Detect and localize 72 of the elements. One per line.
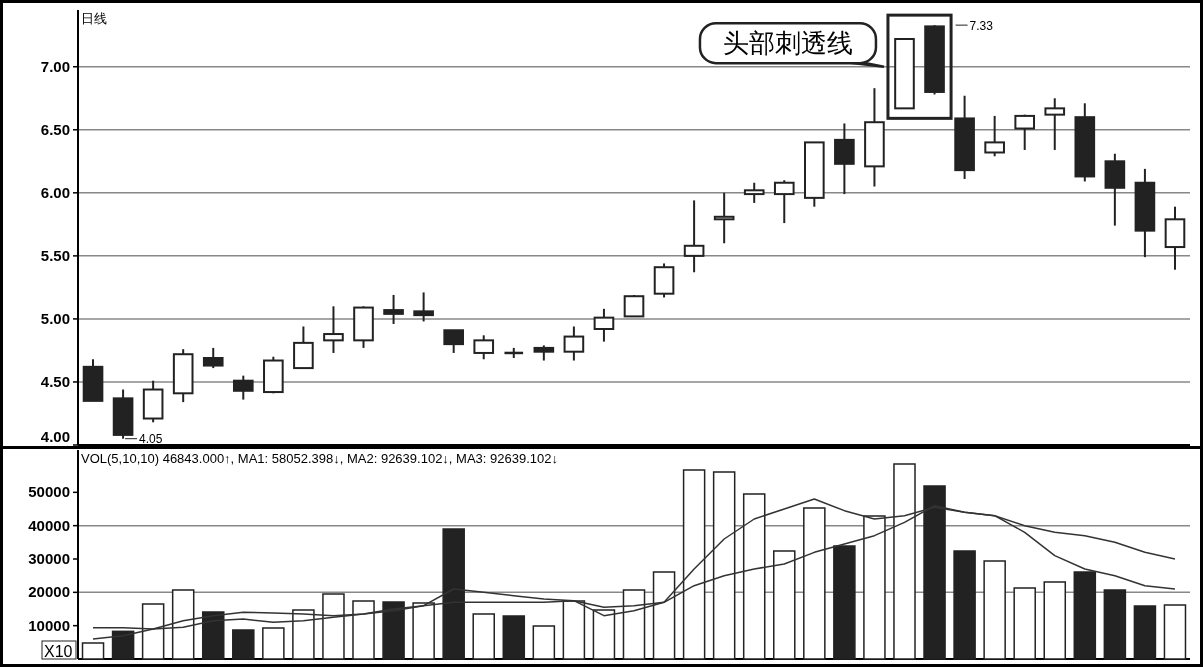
bar — [562, 600, 586, 660]
candlestick — [1014, 113, 1036, 151]
bar — [502, 615, 526, 660]
bar — [1163, 604, 1187, 660]
y-tick-label: 4.50 — [40, 372, 70, 390]
bar — [773, 550, 796, 660]
candlestick — [473, 334, 495, 361]
candlestick — [834, 122, 855, 196]
candlestick — [563, 325, 585, 362]
bar — [472, 613, 495, 660]
bar — [352, 600, 375, 660]
chart-title: 日线 — [81, 11, 107, 26]
bar — [953, 550, 976, 660]
candlestick — [683, 199, 705, 274]
annotation: 头部刺透线 — [722, 29, 853, 59]
bar — [1103, 589, 1127, 660]
bar — [833, 545, 856, 660]
y-tick-label: 6.50 — [40, 120, 70, 138]
candlestick — [773, 179, 795, 225]
bar — [382, 601, 405, 660]
bar — [863, 515, 886, 660]
bar — [592, 609, 616, 660]
candlestick — [984, 114, 1005, 158]
bar — [81, 642, 105, 660]
candlestick — [443, 329, 464, 354]
text: X10 — [44, 643, 73, 660]
bar — [1133, 605, 1157, 660]
candlestick — [323, 305, 344, 354]
bar — [292, 609, 315, 660]
candlestick — [1044, 97, 1066, 151]
bar — [1013, 587, 1036, 660]
y-tick-label: 5.50 — [40, 246, 70, 264]
candlestick — [413, 291, 434, 323]
bar — [742, 493, 766, 660]
bar — [171, 589, 195, 660]
candlestick — [743, 181, 765, 204]
bar — [983, 560, 1006, 660]
bar — [262, 627, 285, 660]
y-tick-label: 10000 — [28, 616, 70, 634]
bar — [232, 629, 255, 660]
bar — [111, 630, 135, 660]
candlestick — [593, 307, 615, 343]
y-tick-label: 20000 — [28, 583, 70, 601]
candlestick — [713, 191, 735, 245]
bar — [1073, 571, 1097, 660]
y-tick-label: 4.00 — [40, 428, 70, 445]
bar — [532, 625, 556, 660]
y-tick-label: 7.00 — [40, 57, 70, 75]
bar — [803, 507, 826, 660]
y-tick-label: 5.00 — [40, 309, 70, 327]
bar — [412, 602, 435, 660]
candlestick — [202, 346, 224, 370]
bar — [923, 485, 946, 660]
y-tick-label: 50000 — [28, 483, 70, 501]
bar — [442, 528, 465, 660]
annotation: 4.05 — [139, 431, 163, 446]
bar — [322, 593, 345, 660]
y-tick-label: 6.00 — [40, 183, 70, 201]
candlestick — [383, 293, 404, 325]
y-tick-label: 40000 — [28, 516, 70, 534]
bar — [622, 589, 646, 660]
candlestick — [232, 374, 254, 401]
bar — [712, 471, 736, 660]
bar — [682, 469, 706, 660]
bar — [141, 603, 165, 660]
bar — [201, 611, 225, 660]
annotation: 7.33 — [969, 19, 994, 34]
y-tick-label: 30000 — [28, 550, 70, 567]
bar — [893, 463, 916, 660]
chart-title: VOL(5,10,10) 46843.000↑, MA1: 58052.398↓, MA2: 92639.102↓, MA3: 92639.102↓ — [81, 451, 558, 466]
bar — [652, 571, 676, 660]
bar — [1043, 581, 1067, 660]
